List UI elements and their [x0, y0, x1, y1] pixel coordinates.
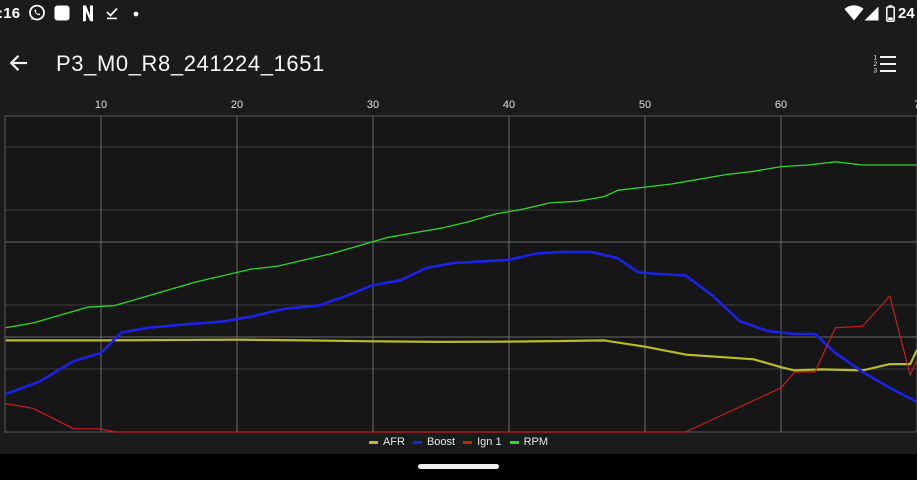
svg-text:2: 2: [874, 61, 878, 68]
notification-dot-icon: [133, 11, 139, 17]
whatsapp-icon: [29, 4, 45, 21]
legend-item-rpm[interactable]: RPM: [509, 436, 549, 448]
x-tick-label: 60: [775, 99, 787, 111]
series-line-boost: [5, 250, 917, 404]
navigation-bar: [0, 454, 917, 480]
chart-svg[interactable]: 10 20 30 40 50 60 7: [0, 92, 917, 454]
wifi-icon: [844, 5, 864, 21]
legend-item-boost[interactable]: Boost: [412, 436, 456, 448]
log-file-title: P3_M0_R8_241224_1651: [56, 51, 325, 76]
series-line-rpm: [5, 161, 917, 329]
log-chart[interactable]: 10 20 30 40 50 60 7 AFR Boost Ign 1 RPM: [0, 92, 917, 454]
x-tick-label: 10: [95, 99, 107, 111]
plot-background: [4, 115, 917, 433]
app-square-icon: [54, 5, 70, 21]
legend-label-rpm: RPM: [523, 436, 549, 448]
x-tick-label: 20: [231, 99, 243, 111]
download-done-icon: [106, 7, 118, 20]
battery-percent: 24: [898, 5, 915, 22]
legend-swatch-boost: [412, 440, 422, 444]
status-bar: :16 24: [0, 0, 917, 28]
x-tick-label: 50: [639, 99, 651, 111]
netflix-icon: [83, 5, 93, 22]
app-bar: P3_M0_R8_241224_1651 1 2 3: [0, 36, 917, 92]
series-line-afr: [5, 338, 917, 372]
x-tick-label: 30: [367, 99, 379, 111]
status-time: :16: [0, 5, 21, 22]
svg-text:1: 1: [874, 55, 878, 62]
home-indicator[interactable]: [418, 464, 499, 469]
legend-swatch-ign1: [463, 440, 473, 444]
x-tick-label: 40: [503, 99, 515, 111]
series-line-ign1: [5, 295, 917, 433]
chart-legend: AFR Boost Ign 1 RPM: [0, 434, 917, 450]
legend-swatch-afr: [368, 440, 378, 444]
legend-label-boost: Boost: [426, 436, 456, 448]
back-button[interactable]: [4, 48, 34, 78]
legend-label-ign1: Ign 1: [477, 436, 502, 448]
channel-list-button[interactable]: 1 2 3: [868, 49, 900, 79]
battery-icon: [886, 5, 895, 22]
x-tick-label: 7: [914, 99, 917, 111]
legend-item-afr[interactable]: AFR: [368, 436, 405, 448]
legend-label-afr: AFR: [382, 436, 405, 448]
svg-text:3: 3: [874, 68, 878, 75]
numbered-list-icon: 1 2 3: [874, 55, 896, 75]
signal-icon: [864, 6, 879, 21]
arrow-back-icon: [9, 55, 27, 71]
legend-item-ign1[interactable]: Ign 1: [463, 436, 502, 448]
legend-swatch-rpm: [509, 440, 519, 444]
